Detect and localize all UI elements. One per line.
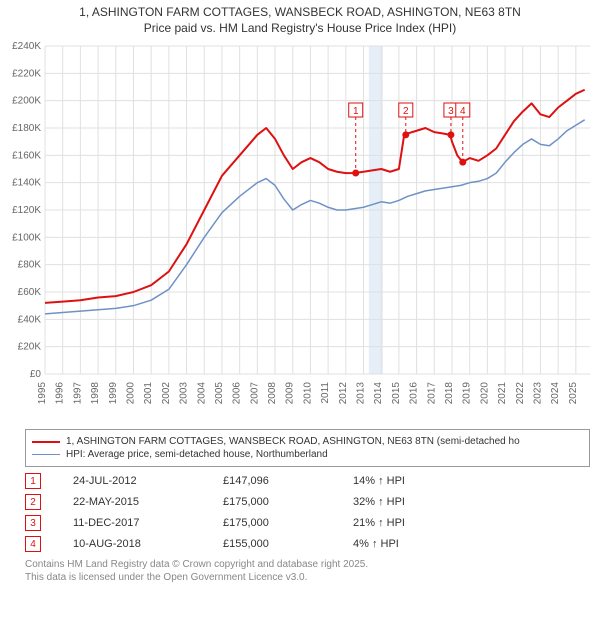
x-tick-label: 2013 (356, 382, 367, 405)
sale-date: 24-JUL-2012 (73, 475, 223, 487)
sale-marker-number: 4 (460, 106, 466, 117)
series-hpi (45, 120, 585, 314)
sale-row: 2 22-MAY-2015£175,00032% ↑ HPI (25, 494, 590, 510)
sale-pct: 32% ↑ HPI (353, 496, 463, 508)
x-tick-label: 2024 (550, 382, 561, 405)
sale-marker-point (447, 132, 454, 139)
x-tick-label: 2018 (444, 382, 455, 405)
x-tick-label: 2004 (196, 382, 207, 405)
x-tick-label: 1998 (90, 382, 101, 405)
x-tick-label: 2015 (391, 382, 402, 405)
x-tick-label: 2012 (338, 382, 349, 405)
sale-row: 3 11-DEC-2017£175,00021% ↑ HPI (25, 515, 590, 531)
y-tick-label: £40K (18, 315, 42, 326)
chart-title: 1, ASHINGTON FARM COTTAGES, WANSBECK ROA… (0, 0, 600, 38)
x-tick-label: 2009 (285, 382, 296, 405)
y-tick-label: £220K (12, 69, 41, 80)
sale-marker-point (402, 132, 409, 139)
legend-item: 1, ASHINGTON FARM COTTAGES, WANSBECK ROA… (32, 436, 583, 447)
title-line2: Price paid vs. HM Land Registry's House … (144, 21, 456, 35)
sale-date: 11-DEC-2017 (73, 517, 223, 529)
sale-date: 22-MAY-2015 (73, 496, 223, 508)
x-tick-label: 2005 (214, 382, 225, 405)
y-tick-label: £0 (30, 369, 42, 380)
sale-marker-number: 3 (448, 106, 454, 117)
x-tick-label: 2020 (479, 382, 490, 405)
y-tick-label: £160K (12, 151, 41, 162)
sales-table: 1 24-JUL-2012£147,09614% ↑ HPI 2 22-MAY-201… (25, 473, 590, 552)
x-tick-label: 2014 (373, 382, 384, 405)
x-tick-label: 1999 (108, 382, 119, 405)
x-tick-label: 2003 (179, 382, 190, 405)
sale-marker: 3 (25, 515, 41, 531)
x-tick-label: 2021 (497, 382, 508, 405)
x-tick-label: 2000 (125, 382, 136, 405)
y-tick-label: £180K (12, 123, 41, 134)
footnote-line2: This data is licensed under the Open Gov… (25, 572, 307, 583)
sale-pct: 4% ↑ HPI (353, 538, 463, 550)
x-tick-label: 2007 (249, 382, 260, 405)
sale-marker-number: 1 (353, 106, 359, 117)
x-tick-label: 2002 (161, 382, 172, 405)
sale-marker: 1 (25, 473, 41, 489)
legend-label: HPI: Average price, semi-detached house,… (66, 449, 328, 460)
x-tick-label: 2019 (462, 382, 473, 405)
x-tick-label: 2023 (532, 382, 543, 405)
x-tick-label: 2008 (267, 382, 278, 405)
x-tick-label: 2006 (232, 382, 243, 405)
sale-row: 4 10-AUG-2018£155,0004% ↑ HPI (25, 536, 590, 552)
x-tick-label: 2011 (320, 382, 331, 404)
x-tick-label: 1997 (72, 382, 83, 405)
legend-line (32, 454, 60, 455)
chart-svg: £0 £20K £40K £60K £80K £100K £120K £140K £160K £1… (0, 38, 600, 418)
x-tick-label: 1996 (55, 382, 66, 405)
y-tick-label: £200K (12, 96, 41, 107)
sale-marker-point (352, 170, 359, 177)
sale-price: £147,096 (223, 475, 353, 487)
x-tick-label: 2010 (302, 382, 313, 405)
legend-line (32, 441, 60, 443)
y-tick-label: £60K (18, 287, 42, 298)
sale-price: £175,000 (223, 496, 353, 508)
y-tick-label: £20K (18, 342, 42, 353)
x-tick-label: 2016 (409, 382, 420, 405)
sale-marker-number: 2 (403, 106, 409, 117)
y-tick-label: £140K (12, 178, 41, 189)
footnote-line1: Contains HM Land Registry data © Crown c… (25, 559, 368, 570)
sale-price: £175,000 (223, 517, 353, 529)
x-tick-label: 2017 (426, 382, 437, 405)
y-tick-label: £240K (12, 41, 41, 52)
legend-item: HPI: Average price, semi-detached house,… (32, 449, 583, 460)
x-tick-label: 1995 (37, 382, 48, 405)
x-tick-label: 2022 (515, 382, 526, 405)
sale-pct: 21% ↑ HPI (353, 517, 463, 529)
footnote: Contains HM Land Registry data © Crown c… (25, 558, 590, 584)
sale-price: £155,000 (223, 538, 353, 550)
sale-pct: 14% ↑ HPI (353, 475, 463, 487)
legend: 1, ASHINGTON FARM COTTAGES, WANSBECK ROA… (25, 429, 590, 467)
sale-marker: 4 (25, 536, 41, 552)
x-tick-label: 2001 (143, 382, 154, 405)
y-tick-label: £80K (18, 260, 42, 271)
sale-date: 10-AUG-2018 (73, 538, 223, 550)
sale-marker: 2 (25, 494, 41, 510)
chart-area: £0 £20K £40K £60K £80K £100K £120K £140K £160K £1… (0, 38, 600, 421)
sale-row: 1 24-JUL-2012£147,09614% ↑ HPI (25, 473, 590, 489)
x-tick-label: 2025 (568, 382, 579, 405)
sale-marker-point (459, 159, 466, 166)
title-line1: 1, ASHINGTON FARM COTTAGES, WANSBECK ROA… (79, 5, 521, 19)
y-tick-label: £100K (12, 233, 41, 244)
series-property (45, 90, 585, 303)
y-tick-label: £120K (12, 205, 41, 216)
legend-label: 1, ASHINGTON FARM COTTAGES, WANSBECK ROA… (66, 436, 520, 447)
